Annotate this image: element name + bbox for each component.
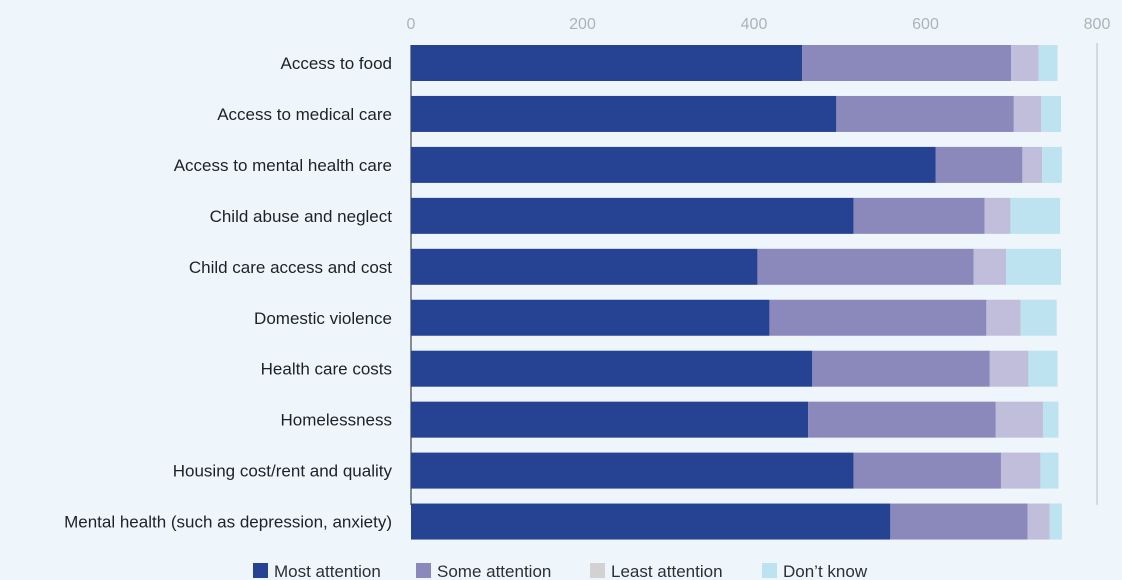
bar-segment — [411, 146, 936, 183]
bar-segment — [1010, 197, 1061, 234]
bar-segment — [411, 45, 803, 81]
bar-segment — [935, 146, 1023, 183]
category-labels: Access to food Access to medical care Acce… — [64, 54, 392, 532]
legend-swatch — [590, 563, 605, 578]
legend-swatch — [416, 563, 431, 578]
bar-segment — [769, 299, 987, 336]
bars — [411, 45, 1062, 540]
x-axis-ticks: 0 200 400 600 800 — [407, 16, 1111, 505]
category-label: Access to mental health care — [174, 156, 392, 175]
bar-segment — [808, 401, 996, 438]
legend-swatch — [253, 563, 268, 578]
bar-segment — [836, 95, 1014, 132]
bar-segment — [411, 350, 813, 387]
x-tick-label: 200 — [569, 16, 596, 33]
bar-segment — [1041, 95, 1061, 132]
bar-segment — [1011, 45, 1039, 81]
x-tick-label: 600 — [912, 16, 939, 33]
bar-segment — [1028, 350, 1058, 387]
legend-label: Least attention — [611, 562, 723, 580]
category-label: Housing cost/rent and quality — [173, 462, 393, 481]
bar-segment — [995, 401, 1043, 438]
legend-label: Some attention — [437, 562, 551, 580]
bar-segment — [989, 350, 1029, 387]
x-tick-label: 800 — [1084, 16, 1111, 33]
bar-segment — [411, 299, 770, 336]
bar-segment — [812, 350, 990, 387]
category-label: Mental health (such as depression, anxie… — [64, 513, 392, 532]
bar-segment — [411, 197, 854, 234]
bar-segment — [411, 452, 854, 489]
bar-segment — [1027, 503, 1050, 540]
category-label: Access to medical care — [217, 105, 392, 124]
bar-segment — [1049, 503, 1062, 540]
category-label: Child abuse and neglect — [210, 207, 393, 226]
legend: Most attention Some attention Least attent… — [253, 562, 868, 580]
bar-segment — [890, 503, 1028, 540]
category-label: Domestic violence — [254, 309, 392, 328]
legend-swatch — [762, 563, 777, 578]
bar-segment — [1000, 452, 1041, 489]
bar-segment — [1013, 95, 1042, 132]
x-tick-label: 400 — [741, 16, 768, 33]
category-label: Child care access and cost — [189, 258, 392, 277]
bar-segment — [1022, 146, 1043, 183]
bar-segment — [973, 248, 1007, 285]
category-label: Access to food — [280, 54, 392, 73]
category-label: Homelessness — [281, 411, 393, 430]
bar-segment — [1040, 452, 1059, 489]
bar-segment — [1020, 299, 1057, 336]
bar-segment — [986, 299, 1021, 336]
bar-segment — [853, 197, 985, 234]
legend-label: Most attention — [274, 562, 381, 580]
bar-segment — [1042, 401, 1059, 438]
bar-segment — [1038, 45, 1058, 81]
bar-segment — [757, 248, 974, 285]
legend-label: Don’t know — [783, 562, 868, 580]
bar-segment — [411, 95, 837, 132]
bar-segment — [984, 197, 1011, 234]
bar-segment — [411, 503, 891, 540]
bar-segment — [411, 248, 758, 285]
bar-segment — [411, 401, 809, 438]
bar-segment — [802, 45, 1012, 81]
x-tick-label: 0 — [407, 16, 416, 33]
category-label: Health care costs — [261, 360, 392, 379]
bar-segment — [853, 452, 1001, 489]
bar-segment — [1042, 146, 1062, 183]
bar-segment — [1006, 248, 1061, 285]
